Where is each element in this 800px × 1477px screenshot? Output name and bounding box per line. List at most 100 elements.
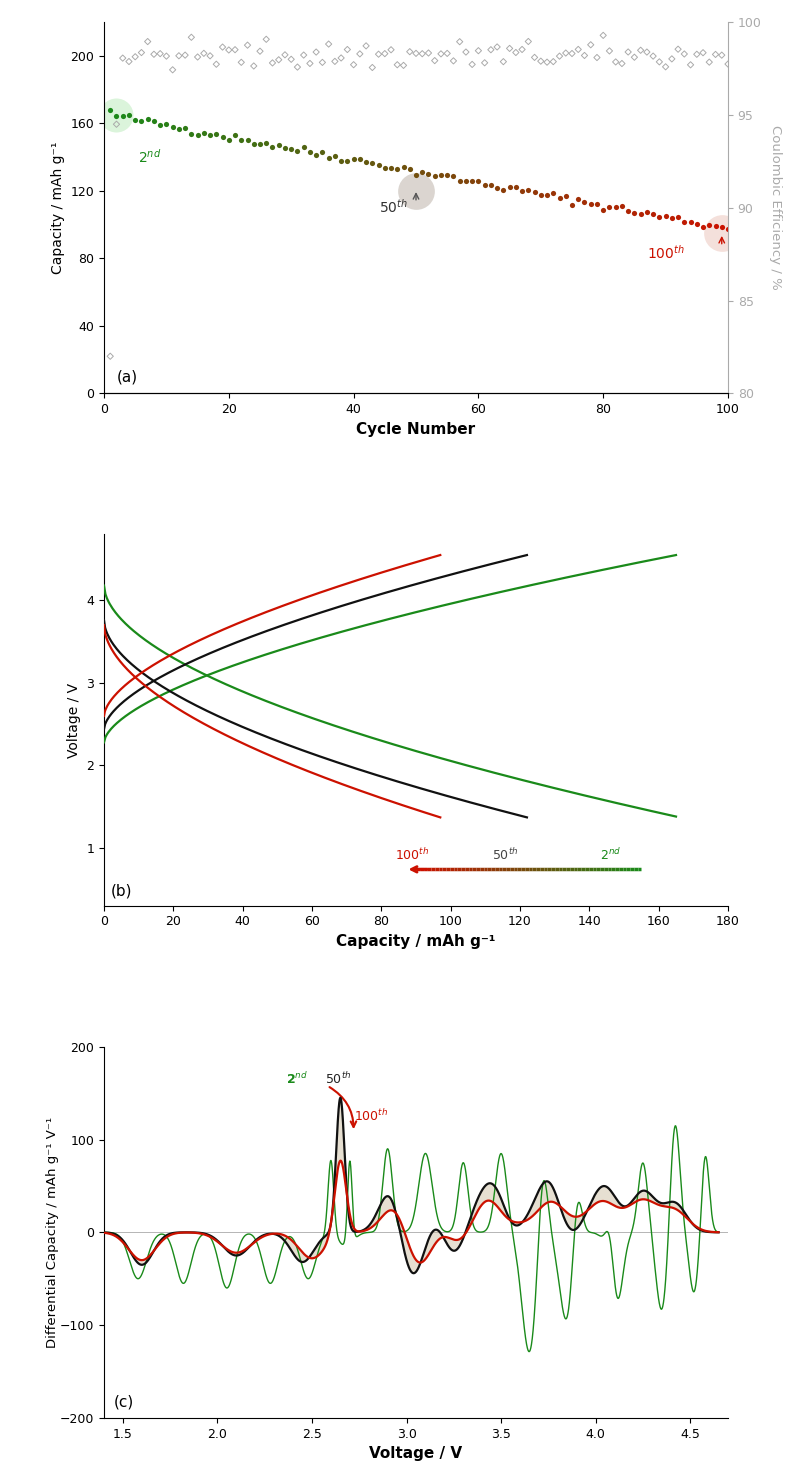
Point [666, 47, 678, 71]
Point [410, 179, 422, 202]
Point [416, 41, 429, 65]
Point [441, 162, 454, 186]
Point [666, 207, 678, 230]
Point [547, 50, 560, 74]
Point [229, 123, 242, 146]
Point [403, 40, 416, 64]
Point [298, 134, 310, 158]
Point [709, 43, 722, 66]
Point [310, 143, 322, 167]
Point [116, 46, 129, 69]
Point [391, 53, 404, 77]
Point [615, 52, 628, 75]
Point [553, 44, 566, 68]
Point [372, 154, 385, 177]
Point [122, 50, 135, 74]
Point [516, 179, 529, 202]
Point [541, 50, 554, 74]
Point [622, 40, 634, 64]
Point [628, 46, 641, 69]
Point [198, 121, 210, 145]
Point [516, 37, 529, 61]
Point [678, 43, 690, 66]
Point [703, 213, 716, 236]
Point [478, 52, 491, 75]
Point [547, 182, 560, 205]
Point [178, 43, 191, 66]
Text: 2$^{nd}$: 2$^{nd}$ [600, 848, 621, 863]
Point [147, 43, 160, 66]
Point [590, 192, 603, 216]
Point [559, 183, 572, 207]
Point [497, 50, 510, 74]
Point [272, 47, 285, 71]
Point [285, 47, 298, 71]
Text: 100$^{th}$: 100$^{th}$ [395, 848, 430, 863]
Text: 2$^{nd}$: 2$^{nd}$ [138, 148, 162, 165]
Point [291, 139, 304, 162]
Point [634, 202, 647, 226]
Point [553, 186, 566, 210]
Point [135, 41, 148, 65]
Point [610, 50, 622, 74]
Point [653, 50, 666, 74]
Y-axis label: Differential Capacity / mAh g⁻¹ V⁻¹: Differential Capacity / mAh g⁻¹ V⁻¹ [46, 1117, 58, 1349]
Point [154, 114, 166, 137]
Text: 100$^{th}$: 100$^{th}$ [354, 1108, 388, 1124]
Point [434, 41, 447, 65]
X-axis label: Cycle Number: Cycle Number [357, 421, 475, 437]
Point [678, 210, 690, 233]
Point [534, 183, 547, 207]
Point [510, 41, 522, 65]
Point [697, 216, 710, 239]
Point [478, 173, 491, 196]
Point [572, 188, 585, 211]
Point [334, 149, 347, 173]
Point [110, 112, 123, 136]
Point [122, 103, 135, 127]
Y-axis label: Voltage / V: Voltage / V [67, 682, 81, 758]
Point [434, 162, 447, 186]
Point [472, 168, 485, 192]
Point [703, 50, 716, 74]
Point [659, 55, 672, 78]
Point [229, 38, 242, 62]
Point [697, 41, 710, 65]
Point [410, 41, 422, 65]
Point [210, 52, 222, 75]
Point [254, 131, 266, 155]
Point [715, 216, 728, 239]
Point [266, 52, 279, 75]
Point [578, 44, 591, 68]
Point [385, 157, 398, 180]
Point [397, 155, 410, 179]
Point [316, 140, 329, 164]
Point [316, 50, 329, 74]
Point [454, 30, 466, 53]
Point [459, 40, 472, 64]
Point [285, 137, 298, 161]
Text: 50$^{th}$: 50$^{th}$ [326, 1071, 352, 1087]
Point [260, 28, 273, 52]
Point [490, 177, 503, 201]
Point [391, 157, 404, 180]
Text: 2$^{nd}$: 2$^{nd}$ [286, 1071, 307, 1087]
Point [447, 49, 460, 72]
Point [603, 195, 616, 219]
Point [178, 117, 191, 140]
Point [466, 53, 478, 77]
Point [166, 58, 179, 81]
Point [291, 55, 304, 78]
Point [672, 37, 685, 61]
Point [510, 174, 522, 198]
Point [584, 192, 597, 216]
Text: (a): (a) [117, 369, 138, 384]
Point [147, 109, 160, 133]
Point [366, 152, 378, 176]
Point [216, 35, 229, 59]
Point [204, 44, 217, 68]
Point [653, 205, 666, 229]
Point [222, 128, 235, 152]
Point [584, 32, 597, 56]
Point [235, 127, 248, 151]
